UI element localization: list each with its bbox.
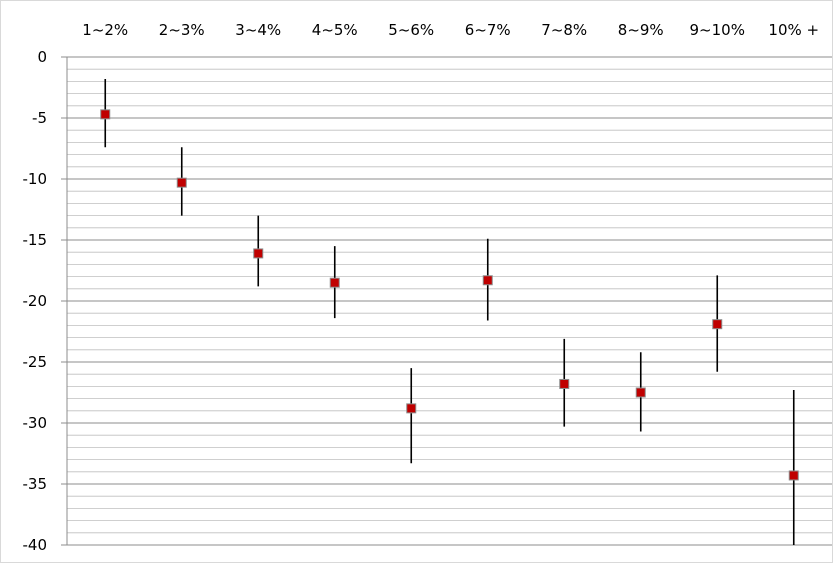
data-point xyxy=(176,177,187,188)
data-markers xyxy=(100,109,799,481)
x-tick-label: 8~9% xyxy=(618,21,664,39)
x-tick-label: 6~7% xyxy=(465,21,511,39)
x-tick-label: 5~6% xyxy=(388,21,434,39)
data-point xyxy=(100,109,111,120)
y-axis xyxy=(61,56,68,546)
data-point xyxy=(482,275,493,286)
y-tick-label: -40 xyxy=(23,536,48,554)
x-tick-label: 4~5% xyxy=(312,21,358,39)
data-point xyxy=(635,387,646,398)
y-tick-label: -25 xyxy=(23,353,48,371)
x-tick-label: 3~4% xyxy=(235,21,281,39)
y-tick-label: -5 xyxy=(32,109,47,127)
gridlines xyxy=(67,56,832,546)
y-tick-label: -20 xyxy=(23,292,48,310)
y-tick-labels: 0 -5 -10 -15 -20 -25 -30 -35 -40 xyxy=(23,48,48,554)
data-point xyxy=(253,248,264,259)
data-point xyxy=(559,378,570,389)
x-tick-label: 1~2% xyxy=(82,21,128,39)
data-point xyxy=(788,470,799,481)
x-tick-labels: 1~2% 2~3% 3~4% 4~5% 5~6% 6~7% 7~8% 8~9% 9~10% 10%… xyxy=(82,21,819,39)
data-point xyxy=(712,319,723,330)
data-point xyxy=(406,403,417,414)
y-tick-label: -30 xyxy=(23,414,48,432)
x-tick-label: 2~3% xyxy=(159,21,205,39)
x-tick-label: 10% + xyxy=(768,21,819,39)
y-tick-label: -10 xyxy=(23,170,48,188)
error-bars xyxy=(104,78,795,545)
data-point xyxy=(329,277,340,288)
x-tick-label: 7~8% xyxy=(541,21,587,39)
y-tick-label: -15 xyxy=(23,231,48,249)
y-tick-label: 0 xyxy=(37,48,47,66)
y-tick-label: -35 xyxy=(23,475,48,493)
x-tick-label: 9~10% xyxy=(690,21,745,39)
